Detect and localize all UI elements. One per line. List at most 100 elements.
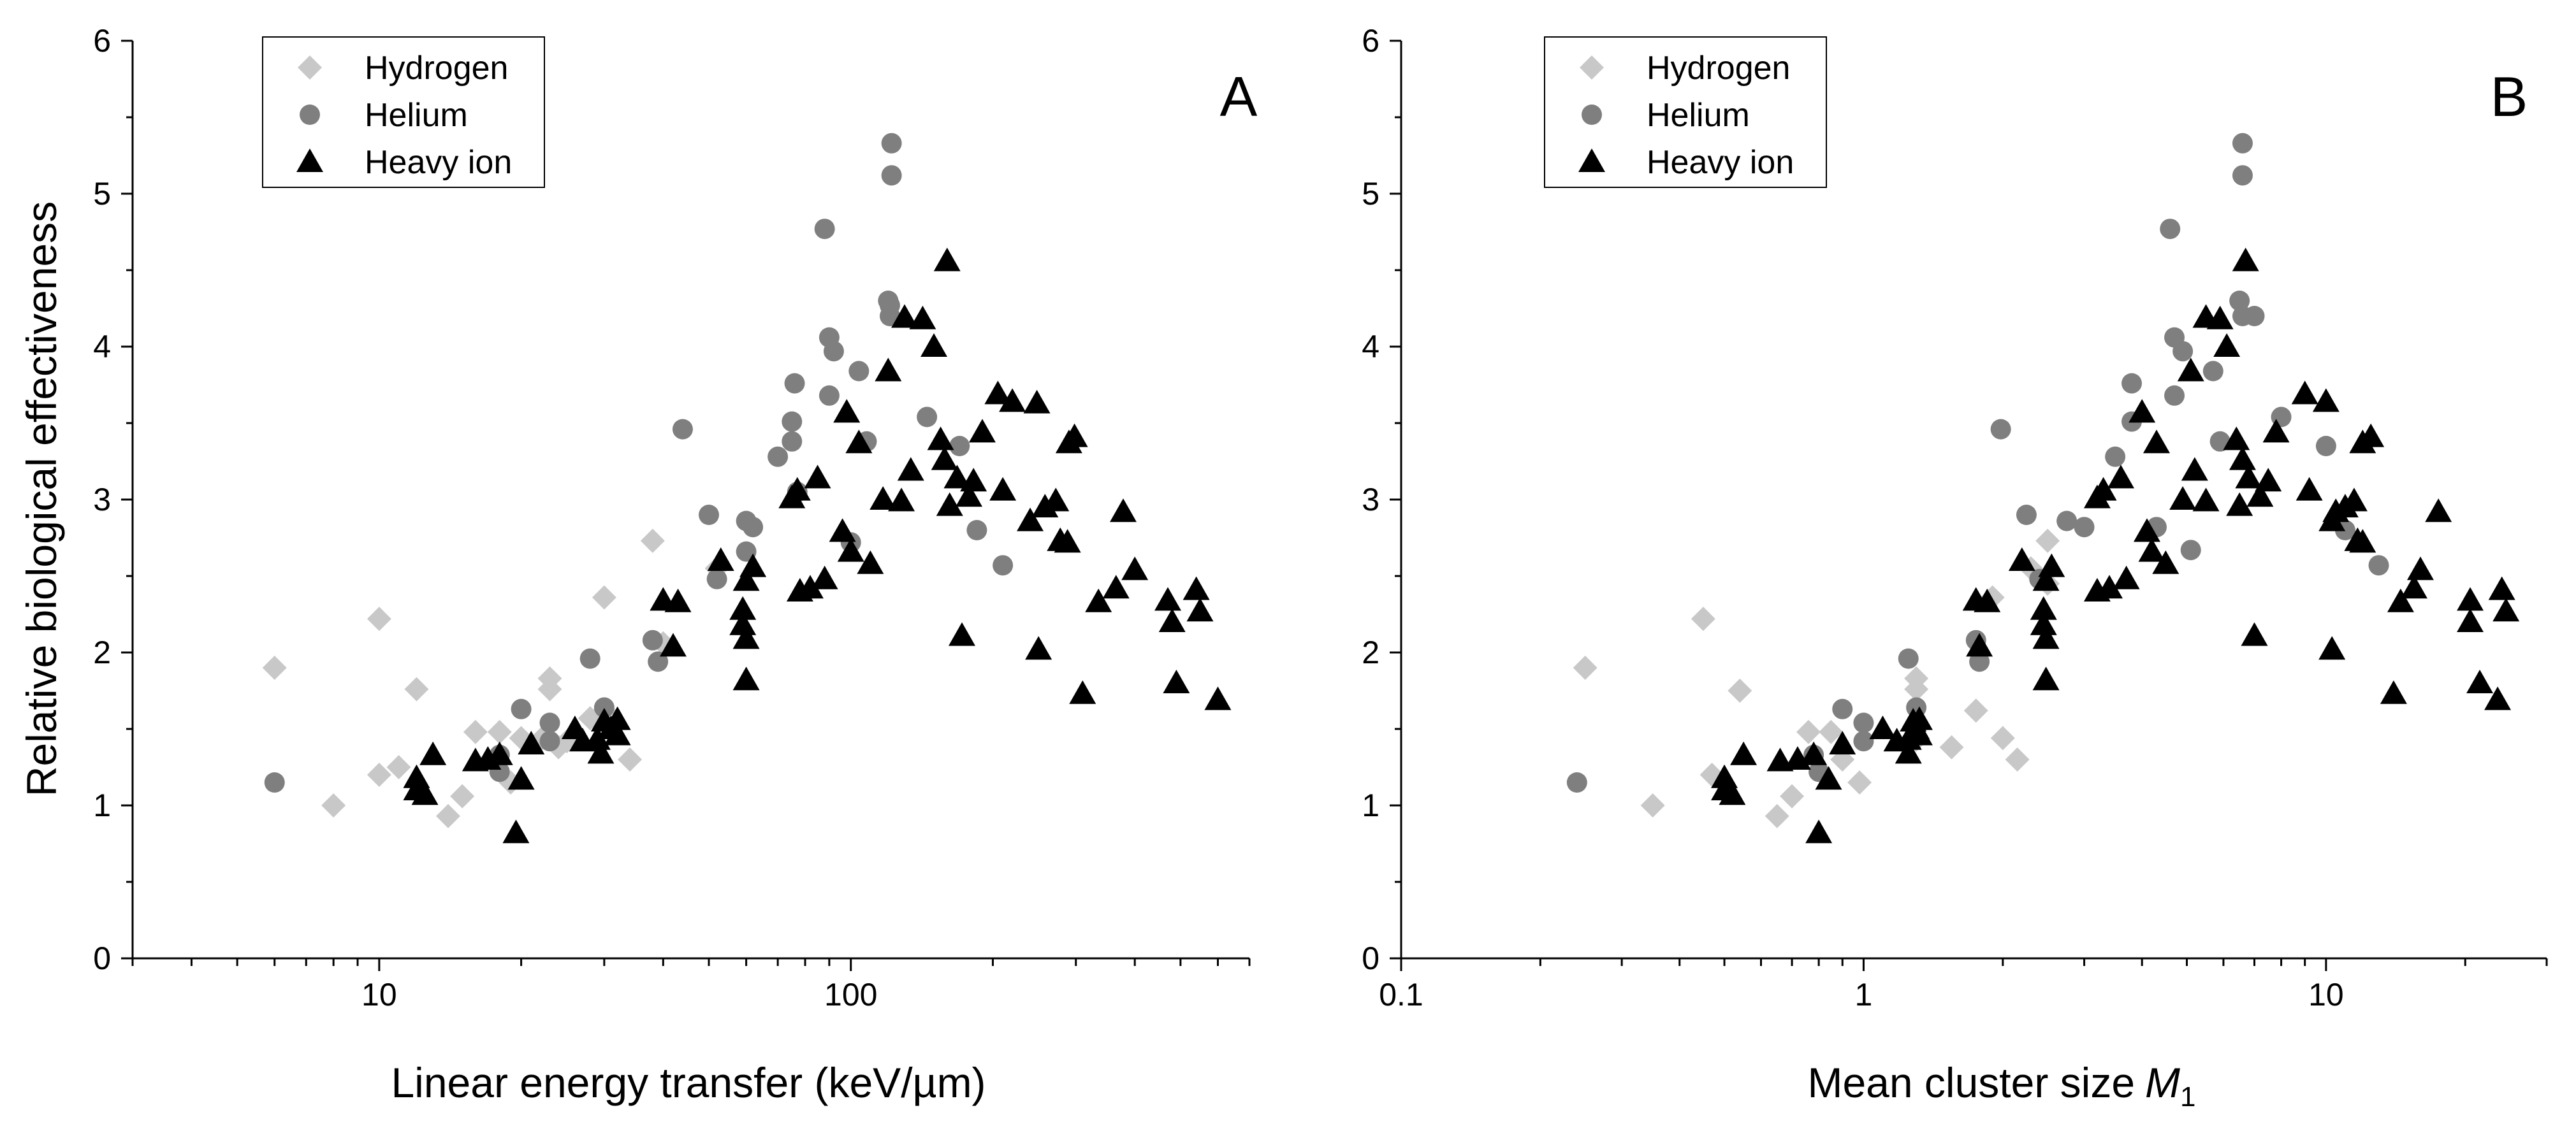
hydrogen-point [2035, 528, 2060, 553]
hydrogen-point [262, 656, 287, 680]
heavy-ion-point [2032, 666, 2060, 691]
helium-point [819, 385, 840, 406]
helium-point [966, 520, 987, 540]
hydrogen-point [1573, 656, 1597, 680]
helium-point [782, 431, 803, 452]
hydrogen-point [435, 803, 460, 828]
helium-point [743, 517, 764, 538]
hydrogen-point [463, 719, 488, 744]
hydrogen-point [1728, 679, 1752, 703]
helium-point [1853, 712, 1874, 733]
helium-point [2232, 133, 2253, 154]
helium-point [881, 165, 902, 186]
helium-point [2180, 540, 2201, 561]
helium-point [2368, 555, 2389, 576]
y-tick-label: 6 [93, 23, 111, 59]
x-axis-title-b: Mean cluster size M1 [1808, 1059, 2196, 1113]
heavy-ion-point [1163, 670, 1190, 693]
helium-point [539, 712, 560, 733]
heavy-ion-point [1154, 587, 1182, 611]
helium-point [1990, 419, 2011, 440]
panel-a: 0 1 2 3 4 5 6 10 100 Linear energy transfer (keV… [93, 23, 1257, 1106]
y-tick-label: 4 [1362, 329, 1379, 364]
heavy-ion-point [2425, 498, 2452, 522]
y-tick-label: 2 [93, 635, 111, 670]
x-axis-title-b-subscript: 1 [2180, 1081, 2195, 1113]
x-tick-label: 100 [824, 977, 877, 1012]
x-tick-label: 0.1 [1379, 977, 1423, 1012]
y-tick-label: 1 [1362, 788, 1379, 823]
hydrogen-point [592, 585, 616, 610]
legend-label-heavy-ion: Heavy ion [1647, 144, 1794, 181]
heavy-ion-point [927, 426, 954, 450]
x-axis-title-b-symbol: M [2145, 1059, 2180, 1106]
heavy-ion-point [968, 419, 996, 443]
helium-point [539, 731, 560, 752]
helium-point [2016, 505, 2037, 525]
helium-point [2232, 165, 2253, 186]
helium-point [2160, 219, 2181, 240]
helium-point [264, 772, 285, 793]
hydrogen-point [2005, 747, 2030, 772]
markers-a [262, 133, 1232, 844]
heavy-ion-point [1204, 686, 1232, 710]
heavy-ion-point [502, 819, 530, 844]
helium-point [814, 219, 835, 240]
heavy-ion-point [2107, 465, 2135, 489]
y-axis-title: Relative biological effectiveness [18, 201, 65, 796]
hydrogen-point [404, 677, 429, 702]
heavy-ion-point [1023, 389, 1051, 414]
panel-letter-a: A [1220, 65, 1258, 128]
heavy-ion-point [2128, 399, 2156, 423]
helium-point [1566, 772, 1587, 793]
heavy-ion-point [1025, 636, 1052, 660]
legend-label-helium: Helium [1647, 97, 1750, 134]
helium-point [699, 505, 720, 525]
helium-point [2172, 341, 2194, 362]
helium-point [1853, 731, 1874, 752]
helium-point [2164, 385, 2185, 406]
heavy-ion-point [2181, 457, 2208, 481]
heavy-ion-point [888, 487, 915, 512]
heavy-ion-point [1158, 609, 1186, 632]
helium-point [2244, 306, 2265, 326]
legend-label-hydrogen: Hydrogen [1647, 50, 1790, 87]
heavy-ion-point [2492, 598, 2520, 622]
hydrogen-point [1640, 793, 1665, 818]
heavy-ion-point [2143, 429, 2170, 454]
x-tick-label: 10 [2308, 977, 2344, 1012]
heavy-ion-point [897, 457, 924, 481]
helium-point [2315, 436, 2336, 456]
y-tick-label: 0 [1362, 940, 1379, 976]
y-tick-label: 5 [1362, 176, 1379, 212]
helium-point [706, 568, 727, 589]
helium-point [881, 133, 902, 154]
heavy-ion-point [2213, 333, 2241, 357]
x-axis-title-a: Linear energy transfer (keV/µm) [391, 1059, 986, 1106]
heavy-ion-point [909, 305, 936, 329]
heavy-ion-point [419, 741, 447, 765]
markers-b [1566, 133, 2520, 844]
x-tick-label: 10 [361, 977, 397, 1012]
hydrogen-point [1780, 784, 1805, 809]
legend-label-heavy-ion: Heavy ion [365, 144, 512, 181]
heavy-ion-point [2457, 587, 2484, 611]
ticks-a [121, 40, 1251, 971]
x-axis-title-b-text: Mean cluster size [1808, 1059, 2136, 1106]
hydrogen-point [1990, 726, 2015, 751]
heavy-ion-point [933, 247, 961, 271]
helium-point [768, 446, 789, 467]
y-tick-label: 1 [93, 788, 111, 823]
heavy-ion-point [804, 465, 831, 489]
heavy-ion-point [829, 518, 856, 542]
y-tick-label: 5 [93, 176, 111, 212]
heavy-ion-point [2312, 388, 2340, 412]
y-tick-label: 3 [93, 482, 111, 517]
helium-point [2056, 510, 2078, 531]
helium-point [642, 630, 663, 651]
hydrogen-point [367, 607, 391, 631]
heavy-ion-point [2488, 576, 2515, 600]
heavy-ion-point [1730, 741, 1757, 765]
helium-point [579, 648, 600, 669]
helium-point [511, 698, 532, 719]
